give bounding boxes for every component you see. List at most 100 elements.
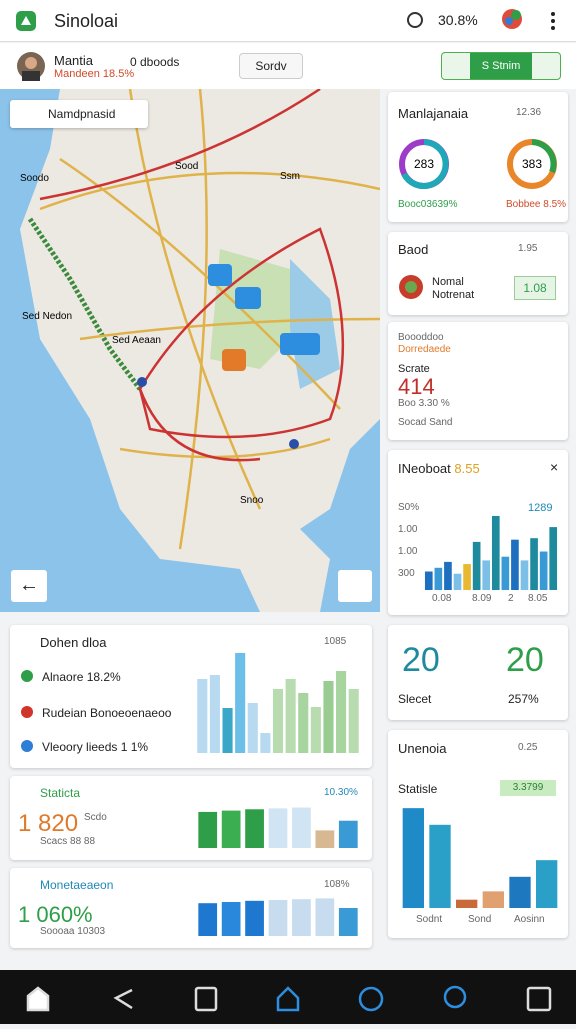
bar	[221, 810, 241, 848]
map-label: Sed Aeaan	[112, 335, 161, 346]
x-label: 0.08	[432, 593, 452, 604]
title-text: INeoboat	[398, 461, 451, 476]
label: Statisle	[398, 782, 438, 796]
badge: 1.08	[514, 276, 556, 300]
nav-icons	[26, 985, 552, 1012]
bar	[209, 675, 220, 753]
bar	[338, 820, 358, 848]
bar	[198, 903, 218, 936]
user-photo[interactable]	[16, 51, 46, 81]
recenter-button[interactable]	[338, 570, 372, 602]
y-label: 1.00	[398, 524, 418, 535]
bar	[198, 811, 218, 848]
good-card: Baod 1.95 Nomal Notrenat 1.08	[388, 232, 568, 315]
bar	[235, 653, 246, 753]
bar	[260, 733, 271, 753]
bar	[424, 571, 433, 590]
bar	[245, 809, 264, 848]
home[interactable]	[26, 986, 50, 1012]
bar	[338, 908, 358, 936]
bar	[453, 573, 462, 590]
card-value: 0.25	[518, 742, 538, 753]
bar	[348, 689, 359, 753]
map-search[interactable]: Namdpnasid	[10, 100, 148, 128]
caption: Booc03639%	[398, 199, 458, 210]
card-title: Staticta	[40, 786, 81, 800]
sub: Soooaa 10303	[40, 926, 106, 937]
bar	[501, 556, 510, 590]
card-title: Unenoia	[398, 741, 447, 756]
card-title: Dohen dloa	[40, 635, 107, 650]
docs[interactable]	[194, 986, 218, 1012]
back-button[interactable]: ←	[11, 570, 47, 602]
bar	[402, 808, 424, 908]
dist-card: Dohen dloa 1085 Alnaore 18.2% Rudeian Bo…	[10, 625, 372, 768]
search[interactable]	[443, 985, 467, 1009]
caption: Bobbee 8.5%	[506, 199, 567, 210]
bar	[511, 539, 519, 590]
bar	[268, 900, 288, 936]
bar	[268, 808, 288, 848]
highlight: 8.55	[454, 461, 480, 476]
bar	[315, 898, 335, 936]
card-title: INeoboat 8.55	[398, 461, 480, 476]
bar	[434, 567, 443, 590]
bar	[310, 707, 321, 753]
good-icon	[399, 275, 423, 299]
card-value: 12.36	[516, 107, 542, 118]
x-label: Sond	[468, 914, 492, 925]
bar	[482, 891, 504, 908]
bar	[491, 516, 500, 590]
sort-button[interactable]: Sordv	[239, 53, 303, 79]
logo	[16, 11, 36, 31]
bar	[222, 708, 233, 753]
bar	[272, 689, 284, 753]
y-label: 300	[398, 568, 415, 579]
chart-value: 1289	[528, 502, 553, 514]
card-value: 1085	[324, 636, 347, 647]
bar	[315, 830, 335, 848]
status: 30.8%	[438, 12, 478, 28]
close[interactable]: ×	[550, 459, 559, 475]
share-icon[interactable]	[404, 9, 426, 31]
label: Nomal	[432, 276, 464, 288]
bar	[292, 899, 311, 936]
bar-chart	[198, 898, 358, 936]
bottom-nav	[0, 970, 576, 1024]
toggle-active[interactable]: S Stnim	[470, 53, 532, 79]
chart-card: INeoboat 8.55 × 1289 S0% 1.00 1.00 300 0…	[388, 450, 568, 615]
user-detail: Mandeen 18.5%	[54, 68, 135, 80]
bar	[245, 900, 264, 936]
stat-card: Monetaeaeon 108% 1 060% Soooaa 10303	[10, 868, 372, 948]
badge: 3.3799	[500, 780, 556, 796]
y-label: 1.00	[398, 546, 418, 557]
legend-item: Alnaore 18.2%	[42, 670, 121, 684]
toggle-group: S Stnim	[441, 52, 561, 80]
stat-value: 1 060%	[18, 902, 93, 927]
menu-icon[interactable]	[548, 10, 558, 32]
upload[interactable]	[276, 986, 300, 1012]
stats[interactable]	[358, 986, 384, 1012]
x-label: 8.09	[472, 593, 492, 604]
bar	[197, 679, 208, 753]
bar-chart	[402, 808, 558, 908]
bar	[221, 902, 241, 936]
header: Sinoloai 30.8%	[0, 0, 576, 42]
bar	[285, 679, 296, 753]
line: Boooddoo	[398, 332, 444, 343]
ring-value: 383	[522, 157, 542, 171]
bar	[509, 876, 531, 908]
bar	[549, 527, 558, 590]
back[interactable]	[113, 988, 133, 1010]
avatar-icon[interactable]	[498, 5, 526, 33]
settings[interactable]	[526, 986, 552, 1012]
stat-card: Staticta 10.30% 1 820 Scdo Scacs 88 88	[10, 776, 372, 860]
bar	[482, 560, 491, 590]
legend-item: Vleoory lieeds 1 1%	[42, 740, 149, 754]
card-value: 1.95	[518, 243, 538, 254]
y-label: S0%	[398, 502, 420, 513]
bar	[456, 899, 478, 908]
bar	[298, 693, 309, 753]
bar	[530, 538, 538, 590]
